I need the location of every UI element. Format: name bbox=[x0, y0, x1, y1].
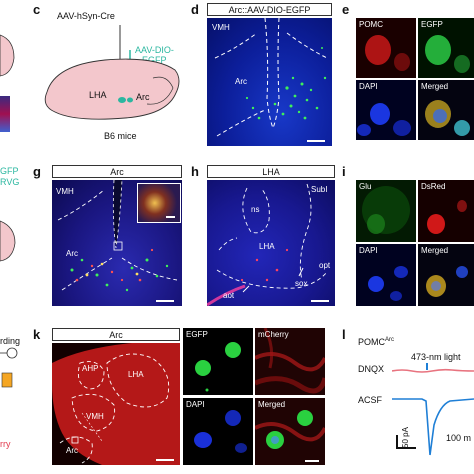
panel-e-label: e bbox=[342, 2, 350, 17]
panel-g-inset-scale-bar bbox=[166, 216, 175, 218]
panel-g-header: Arc bbox=[52, 165, 182, 178]
light-pulse-marker bbox=[426, 363, 428, 370]
panel-l-label: l bbox=[342, 327, 346, 342]
virus-dio-label-2: EGFP bbox=[142, 55, 167, 65]
panel-g-vmh: VMH bbox=[56, 187, 74, 196]
panel-k-tile-label: Merged bbox=[258, 400, 286, 409]
panel-k-overlay bbox=[52, 343, 180, 465]
panel-d-image: VMH Arc bbox=[207, 18, 332, 146]
panel-d-label: d bbox=[191, 2, 199, 17]
panel-e-egfp-tile: EGFP bbox=[418, 18, 474, 78]
panel-h-header: LHA bbox=[207, 165, 335, 178]
left-image-fragment bbox=[0, 96, 10, 132]
y-scale-bar bbox=[396, 435, 398, 447]
panel-l-cell-sup: Arc bbox=[385, 337, 394, 343]
region-lha-label: LHA bbox=[89, 90, 107, 100]
panel-e-tile-label: Merged bbox=[421, 82, 449, 91]
panel-k-tile-label: mCherry bbox=[258, 330, 289, 339]
left-rvg-text: RVG bbox=[0, 177, 20, 187]
panel-e-pomc-tile: POMC bbox=[356, 18, 416, 78]
panel-l-cell-type: POMCArc bbox=[358, 337, 394, 347]
panel-g-scale-bar bbox=[156, 300, 174, 302]
panel-l-x-scale-label: 100 m bbox=[446, 433, 472, 443]
left-gfp-text: GFP bbox=[0, 166, 19, 176]
mouse-brain-schematic bbox=[44, 25, 180, 120]
panel-i-tile-label: Glu bbox=[359, 182, 372, 191]
panel-h-aot: aot bbox=[223, 291, 235, 300]
panel-d-header: Arc::AAV-DIO-EGFP bbox=[207, 3, 332, 16]
panel-k-arc: Arc bbox=[66, 446, 78, 455]
panel-g-image: VMH Arc bbox=[52, 180, 182, 306]
panel-e-tile-label: DAPI bbox=[359, 82, 378, 91]
panel-i-dapi-tile: DAPI bbox=[356, 244, 416, 306]
panel-i-tile-label: DAPI bbox=[359, 246, 378, 255]
region-arc-label: Arc bbox=[136, 92, 150, 102]
panel-l-acsf-label: ACSF bbox=[358, 395, 383, 405]
panel-k-merged-tile: Merged bbox=[255, 398, 325, 465]
panel-k-egfp-tile: EGFP bbox=[183, 328, 253, 395]
panel-c-label: c bbox=[33, 2, 41, 17]
panel-d-scale-bar bbox=[307, 140, 325, 142]
panel-g-overlay bbox=[57, 180, 178, 292]
panel-h-opt: opt bbox=[319, 261, 331, 270]
panel-k-image: AHP LHA VMH Arc bbox=[52, 343, 180, 465]
panel-i-dsred-tile: DsRed bbox=[418, 180, 474, 242]
panel-h-label: h bbox=[191, 164, 199, 179]
virus-cre-label: AAV-hSyn-Cre bbox=[57, 11, 115, 21]
panel-e-tile-label: EGFP bbox=[421, 20, 443, 29]
brain-outline bbox=[44, 58, 180, 120]
panel-l-light-label: 473-nm light bbox=[411, 352, 461, 362]
panel-i-tile-label: Merged bbox=[421, 246, 449, 255]
panel-k-label: k bbox=[33, 327, 41, 342]
panel-k-vmh: VMH bbox=[86, 412, 104, 421]
panel-i-tile-label: DsRed bbox=[421, 182, 446, 191]
panel-h-overlay bbox=[207, 183, 328, 306]
panel-l-y-scale-label: 50 pA bbox=[401, 427, 410, 448]
panel-k-merged-scale-bar bbox=[305, 460, 319, 462]
panel-g-label: g bbox=[33, 164, 41, 179]
panel-h-scale-bar bbox=[311, 300, 329, 302]
dnqx-trace bbox=[392, 368, 474, 373]
panel-k-header: Arc bbox=[52, 328, 180, 341]
panel-k-scale-bar bbox=[156, 459, 174, 461]
panel-e-tile-label: POMC bbox=[359, 20, 383, 29]
panel-l-traces bbox=[392, 363, 474, 456]
panel-e-dapi-tile: DAPI bbox=[356, 80, 416, 140]
panel-i-glu-tile: Glu bbox=[356, 180, 416, 242]
panel-k-tile-label: DAPI bbox=[186, 400, 205, 409]
panel-l-dnqx-label: DNQX bbox=[358, 364, 385, 374]
left-recording-text: rding bbox=[0, 336, 21, 346]
virus-dio-label-1: AAV-DIO- bbox=[135, 45, 174, 55]
left-electrode-fragment bbox=[0, 347, 18, 388]
panel-i-merged-tile: Merged bbox=[418, 244, 474, 306]
mouse-strain-label: B6 mice bbox=[104, 131, 137, 141]
panel-k-mcherry-tile: mCherry bbox=[255, 328, 325, 395]
left-brain-fragment-2 bbox=[0, 220, 16, 262]
panel-k-tile-label: EGFP bbox=[186, 330, 208, 339]
panel-i-label: i bbox=[342, 164, 346, 179]
panel-g-inset bbox=[137, 183, 181, 223]
panel-h-subi: SubI bbox=[311, 185, 328, 194]
panel-d-vmh: VMH bbox=[212, 23, 230, 32]
panel-h-ns: ns bbox=[251, 205, 260, 214]
left-brain-fragment bbox=[0, 34, 15, 77]
panel-k-lha: LHA bbox=[128, 370, 144, 379]
panel-k-ahp: AHP bbox=[82, 364, 99, 373]
panel-k-dapi-tile: DAPI bbox=[183, 398, 253, 465]
panel-h-image: ns SubI LHA opt sox aot bbox=[207, 180, 335, 306]
left-mcherry-text: rry bbox=[0, 439, 11, 449]
panel-h-sox: sox bbox=[295, 279, 308, 288]
panel-d-overlay bbox=[214, 18, 328, 137]
panel-e-merged-tile: Merged bbox=[418, 80, 474, 140]
panel-g-arc: Arc bbox=[66, 249, 78, 258]
panel-h-lha: LHA bbox=[259, 242, 275, 251]
acsf-trace bbox=[392, 398, 474, 456]
panel-l-cell-main: POMC bbox=[358, 337, 385, 347]
x-scale-bar bbox=[396, 447, 416, 449]
panel-d-arc: Arc bbox=[235, 77, 247, 86]
